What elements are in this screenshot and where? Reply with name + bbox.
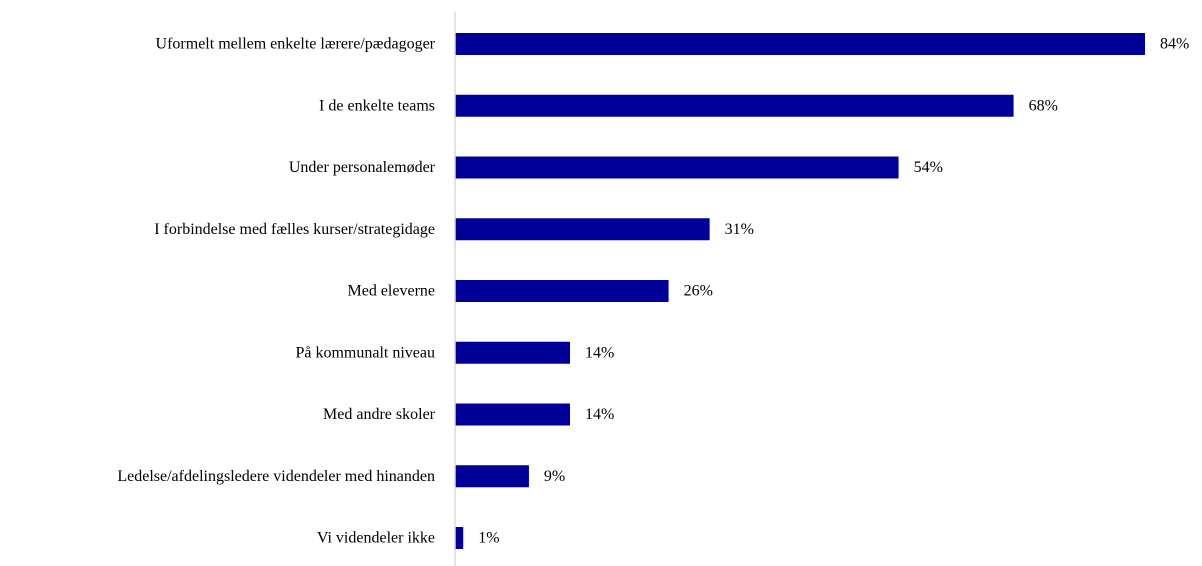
category-label: Med eleverne <box>347 283 435 300</box>
bar <box>455 403 570 426</box>
value-label: 26% <box>684 283 713 300</box>
value-label: 14% <box>585 344 614 361</box>
bar <box>455 94 1014 117</box>
category-label: Med andre skoler <box>323 406 436 423</box>
value-label: 31% <box>725 221 754 238</box>
value-label: 68% <box>1029 97 1058 114</box>
bar <box>455 156 899 179</box>
category-label: Under personalemøder <box>289 159 436 176</box>
value-label: 14% <box>585 406 614 423</box>
category-label: Vi videndeler ikke <box>317 530 435 547</box>
category-label: Ledelse/afdelingsledere videndeler med h… <box>117 468 435 485</box>
bar <box>455 280 669 302</box>
bar <box>455 33 1145 55</box>
bars <box>455 33 1145 549</box>
bar <box>455 527 464 549</box>
bar <box>455 465 529 488</box>
category-label: I de enkelte teams <box>319 97 435 114</box>
value-label: 1% <box>478 530 499 547</box>
category-labels: Uformelt mellem enkelte lærere/pædagoger… <box>117 36 435 547</box>
value-label: 9% <box>544 468 565 485</box>
value-label: 54% <box>914 159 943 176</box>
bar <box>455 218 710 241</box>
category-label: I forbindelse med fælles kurser/strategi… <box>154 221 435 238</box>
category-label: På kommunalt niveau <box>295 344 435 361</box>
value-labels: 84% 68% 54% 31% 26% 14% 14% 9% 1% <box>478 36 1189 547</box>
bar <box>455 341 570 364</box>
category-label: Uformelt mellem enkelte lærere/pædagoger <box>156 36 436 53</box>
value-label: 84% <box>1160 36 1189 53</box>
